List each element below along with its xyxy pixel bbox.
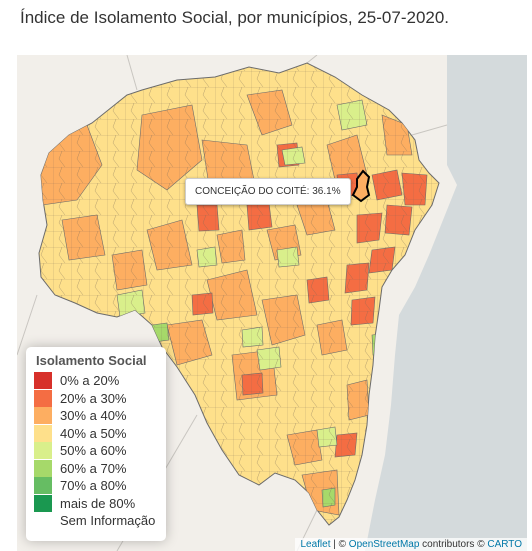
neighbor-state-boundaries — [17, 55, 448, 551]
legend-item: 70% a 80% — [34, 477, 158, 495]
openstreetmap-link[interactable]: OpenStreetMap — [348, 539, 420, 550]
legend-swatch — [34, 407, 52, 425]
legend-label: mais de 80% — [60, 495, 136, 511]
legend-label: 0% a 20% — [60, 373, 120, 389]
legend-item: 30% a 40% — [34, 407, 158, 425]
legend-swatch — [34, 459, 52, 477]
legend-item: mais de 80% — [34, 494, 158, 513]
legend-label: 30% a 40% — [60, 408, 127, 424]
attribution-separator: | © — [330, 539, 349, 550]
map-attribution: Leaflet | © OpenStreetMap contributors ©… — [295, 538, 527, 551]
selected-municipality-conceicao-do-coite[interactable] — [351, 169, 371, 203]
legend-swatch — [34, 477, 52, 495]
legend-label: 20% a 30% — [60, 390, 127, 406]
legend-item: Sem Informação — [34, 512, 158, 530]
legend-swatch — [34, 372, 52, 390]
attribution-contributors: contributors © — [419, 539, 488, 550]
legend-label: 70% a 80% — [60, 478, 127, 494]
legend-item: 0% a 20% — [34, 372, 158, 390]
map-tooltip: CONCEIÇÃO DO COITÉ: 36.1% — [185, 178, 351, 205]
legend-item: 40% a 50% — [34, 424, 158, 443]
legend-swatch — [34, 442, 52, 460]
legend-label: Sem Informação — [60, 513, 156, 529]
legend-swatch — [34, 424, 52, 442]
map-title: Índice de Isolamento Social, por municíp… — [20, 8, 450, 27]
legend-title: Isolamento Social — [36, 353, 147, 368]
legend-label: 50% a 60% — [60, 443, 127, 459]
leaflet-link[interactable]: Leaflet — [300, 539, 331, 550]
carto-link[interactable]: CARTO — [487, 539, 522, 550]
legend-swatch — [34, 512, 52, 529]
legend-label: 40% a 50% — [60, 425, 127, 441]
legend-item: 60% a 70% — [34, 459, 158, 478]
legend-item: 20% a 30% — [34, 389, 158, 408]
map-legend: Isolamento Social 0% a 20% 20% a 30% 30%… — [26, 347, 166, 541]
legend-swatch — [34, 389, 52, 407]
legend-swatch — [34, 494, 52, 512]
map-view[interactable]: CONCEIÇÃO DO COITÉ: 36.1% Isolamento Soc… — [17, 55, 527, 551]
legend-label: 60% a 70% — [60, 460, 127, 476]
legend-item: 50% a 60% — [34, 442, 158, 460]
